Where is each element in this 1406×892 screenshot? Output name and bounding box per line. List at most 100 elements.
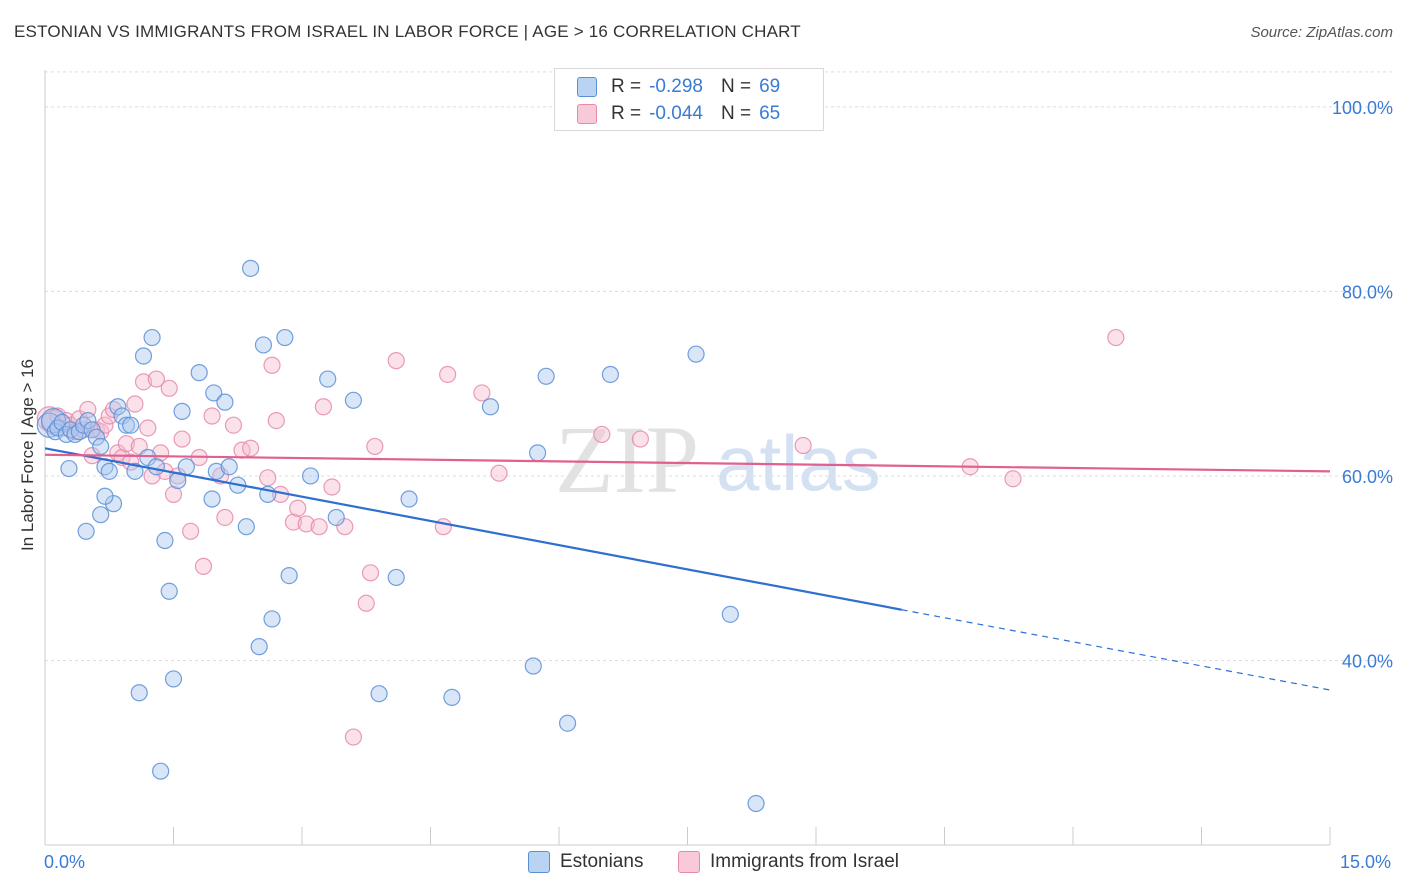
data-point [250,638,268,656]
legend-swatch-pink [577,104,597,124]
source-label: Source: ZipAtlas.com [1250,24,1393,41]
data-point [558,714,577,732]
data-point [794,436,812,455]
data-point [152,762,170,780]
data-point [357,594,375,612]
data-point [156,531,174,550]
data-point [147,458,165,476]
trend-line-israel [44,453,1331,473]
data-point [164,485,183,504]
x-tick-min: 0.0% [44,852,86,872]
data-point [109,398,127,416]
data-point [160,582,178,600]
legend-item-estonians: Estonians [528,851,643,873]
data-point [336,518,354,536]
data-point [361,564,380,582]
data-point [344,391,362,409]
data-point [126,462,144,480]
data-point [216,508,234,527]
data-point [160,379,178,397]
data-point [139,419,157,437]
data-point [130,684,148,702]
data-point [177,458,195,476]
data-point [344,728,362,746]
legend-n-value: 69 [759,76,781,97]
legend-r-value: -0.044 [649,103,703,124]
data-point [259,469,277,487]
data-point [77,522,95,540]
legend-item-israel: Immigrants from Israel [678,851,899,873]
data-point [96,487,114,505]
legend-row-israel: R = -0.044 N = 65 [577,102,780,126]
data-point [122,416,140,434]
legend-r-label: R = [611,76,642,97]
gridlines [45,71,1392,661]
data-point [601,365,620,384]
legend-label-estonians: Estonians [560,851,644,872]
data-point [207,462,225,480]
data-point [220,458,238,476]
data-point [537,367,555,385]
legend-n-value: 65 [759,103,781,124]
legend-swatch-blue [528,851,550,873]
data-point [96,416,114,434]
y-tick-labels: 40.0% 60.0% 80.0% 100.0% [1332,98,1393,672]
data-point [126,395,144,413]
data-point [323,478,341,496]
y-tick-label: 40.0% [1342,651,1393,671]
data-point [205,384,223,402]
data-point [366,437,384,456]
watermark-zip: ZIP [555,406,699,513]
data-point [79,411,97,430]
data-point [593,425,611,444]
data-point [400,490,418,508]
data-point [87,428,106,446]
data-point [631,430,649,448]
data-point [1004,470,1022,488]
chart-title: ESTONIAN VS IMMIGRANTS FROM ISRAEL IN LA… [14,22,801,41]
series-immigrants-from-israel [36,328,1125,746]
data-point [1107,328,1125,347]
legend-row-estonians: R = -0.298 N = 69 [577,75,780,99]
x-tick-max: 15.0% [1340,852,1392,872]
data-point [327,508,345,527]
data-point [190,364,208,382]
data-point [301,467,320,485]
data-point [237,518,255,536]
data-point [173,430,191,448]
legend-swatch-pink [678,851,700,873]
data-point [747,794,765,813]
data-point [203,490,221,508]
axes [44,70,1331,846]
legend-r-value: -0.298 [649,76,703,97]
data-point [387,568,405,587]
data-point [203,407,221,425]
y-tick-label: 100.0% [1332,98,1393,118]
data-point [319,370,337,388]
y-tick-label: 60.0% [1342,467,1393,487]
data-point [117,435,135,453]
data-point [254,336,273,354]
data-point [490,464,508,482]
data-point [139,448,157,467]
data-point [721,605,739,623]
trend-line-estonians [44,447,902,611]
data-point [297,515,315,533]
data-point [524,657,542,675]
y-tick-label: 80.0% [1342,282,1393,302]
data-point [164,670,183,688]
watermark: ZIP atlas [555,406,881,513]
data-point [439,365,457,384]
data-point [481,398,500,416]
data-point [216,393,234,411]
data-point [314,398,333,416]
data-point [224,416,243,434]
data-point [173,402,191,420]
data-point [434,518,452,536]
data-point [147,370,165,388]
data-point [143,328,161,347]
data-point [284,513,303,531]
data-point [117,416,135,434]
data-point [387,352,405,370]
